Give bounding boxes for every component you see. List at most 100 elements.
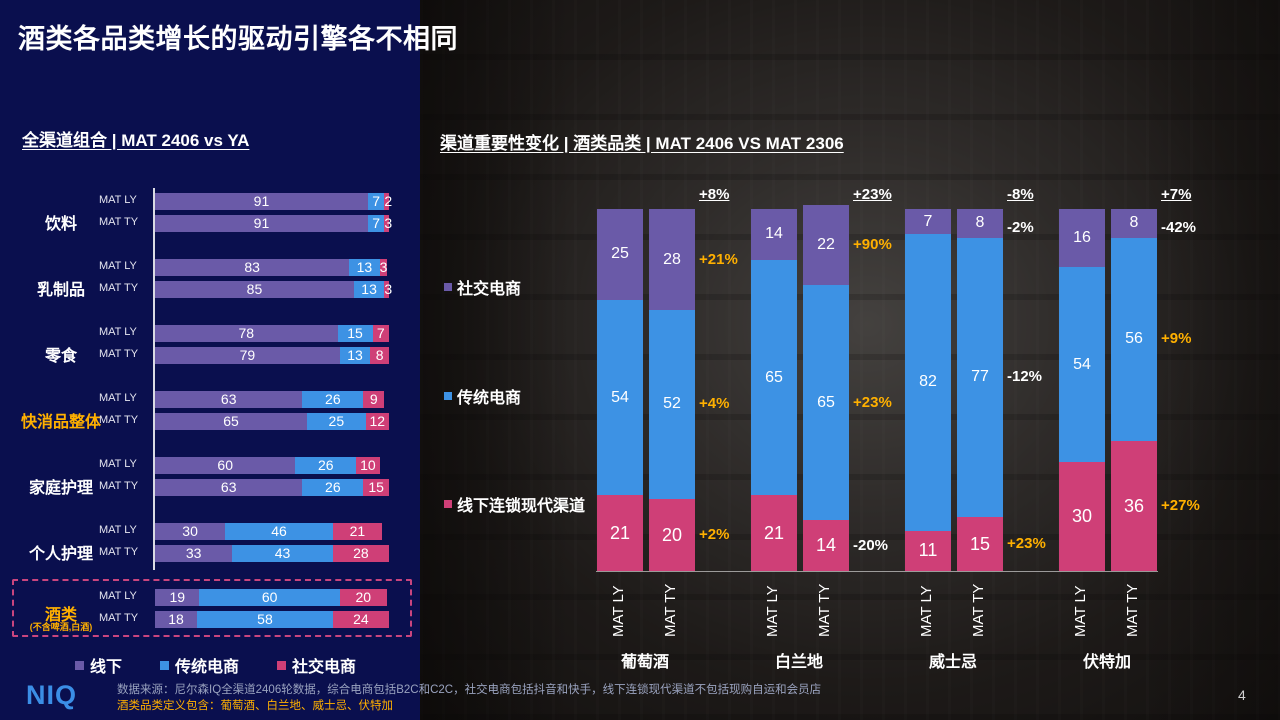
row-label: MAT TY [99,480,139,492]
segment-change-label: +4% [699,395,730,413]
bar-tick-label: MAT TY [662,583,679,637]
total-change-label: +23% [853,186,892,203]
bar-segment: 15 [337,325,373,342]
bar-segment: 28 [649,209,695,311]
category-label: 家庭护理 [28,480,93,497]
right-chart-title: 渠道重要性变化 | 酒类品类 | MAT 2406 VS MAT 2306 [440,134,844,153]
legend-item-offline: 线下 [75,653,122,677]
bar-tick-label: MAT LY [918,585,935,637]
series-text-traditional: 传统电商 [457,390,522,407]
group-label: 威士忌 [928,654,977,671]
bar-segment: 18 [155,611,198,628]
legend-item-traditional: 传统电商 [160,653,239,677]
bar-segment: 60 [155,457,296,474]
bar-segment: 25 [307,413,366,430]
total-change-label: -8% [1007,186,1034,203]
bar-segment: 65 [155,413,308,430]
bar-segment: 28 [332,545,389,562]
bar-segment: 3 [379,259,388,276]
bar-segment: 2 [384,193,393,210]
row-label: MAT LY [99,458,137,470]
series-label-social: 社交电商 [444,275,521,299]
bar-segment: 54 [597,299,643,495]
segment-change-label: +2% [699,525,730,543]
bar-segment: 26 [302,391,364,408]
bar-segment: 56 [1111,237,1157,441]
bar-segment: 79 [155,347,340,364]
bar-segment: 15 [957,516,1003,571]
bar-tick-label: MAT TY [1124,583,1141,637]
series-text-offline: 线下连锁现代渠道 [457,498,586,515]
category-label: 饮料 [44,216,77,233]
bar-segment: 22 [803,205,849,285]
group-label: 伏特加 [1082,654,1131,671]
bar-segment: 21 [332,523,382,540]
row-label: MAT TY [99,216,139,228]
bar-tick-label: MAT TY [970,583,987,637]
bar-segment: 26 [302,479,364,496]
category-label: 个人护理 [28,546,93,563]
bar-tick-label: MAT TY [816,583,833,637]
category-label: 快消品整体 [20,414,101,431]
segment-change-label: +90% [853,236,892,254]
bar-segment: 91 [155,193,368,210]
legend-label-offline: 线下 [90,659,123,676]
bar-segment: 78 [155,325,338,342]
bar-segment: 16 [1059,209,1105,267]
bar-segment: 82 [905,234,951,532]
series-swatch-offline [444,500,452,508]
segment-change-label: -2% [1007,219,1034,237]
left-chart-title: 全渠道组合 | MAT 2406 vs YA [22,131,250,150]
niq-logo: NIQ [26,680,78,710]
series-label-offline: 线下连锁现代渠道 [444,492,585,516]
bar-segment: 54 [1059,266,1105,463]
bar-segment: 30 [1059,462,1105,571]
row-label: MAT TY [99,612,139,624]
page-title: 酒类各品类增长的驱动引擎各不相同 [18,24,458,54]
shelf-shadow-left [420,0,570,720]
bar-segment: 7 [372,325,389,342]
bar-segment: 25 [597,209,643,300]
bar-segment: 8 [370,347,389,364]
bar-segment: 15 [363,479,389,496]
bar-segment: 63 [155,391,303,408]
bar-segment: 65 [751,259,797,495]
bar-segment: 21 [751,494,797,571]
bar-segment: 19 [155,589,200,606]
segment-change-label: +23% [853,393,892,411]
bar-segment: 58 [197,611,333,628]
row-label: MAT LY [99,392,137,404]
legend-swatch-traditional [160,660,169,670]
bar-segment: 65 [803,285,849,521]
bar-segment: 13 [353,281,385,298]
bar-segment: 10 [356,457,380,474]
bar-segment: 52 [649,310,695,499]
legend-item-social: 社交电商 [277,653,356,677]
bar-segment: 3 [384,215,393,232]
bar-segment: 63 [155,479,303,496]
row-label: MAT TY [99,348,139,360]
bar-segment: 21 [597,494,643,571]
bar-segment: 7 [367,215,385,232]
bar-segment: 77 [957,237,1003,517]
category-sublabel: (不含啤酒,白酒) [29,622,93,632]
category-definition: 酒类品类定义包含：葡萄酒、白兰地、威士忌、伏特加 [117,700,393,712]
segment-change-label: +23% [1007,534,1046,552]
total-change-label: +7% [1161,186,1192,203]
bar-segment: 30 [155,523,226,540]
bar-segment: 12 [365,413,389,430]
segment-change-label: -42% [1161,219,1197,237]
row-label: MAT LY [99,326,137,338]
series-swatch-social [444,283,452,291]
bar-segment: 13 [339,347,371,364]
bar-segment: 14 [803,520,849,571]
bar-segment: 36 [1111,440,1157,571]
series-swatch-traditional [444,392,452,400]
legend-swatch-offline [75,660,84,670]
segment-change-label: +9% [1161,330,1192,348]
bar-segment: 60 [199,589,340,606]
bar-segment: 83 [155,259,350,276]
row-label: MAT LY [99,260,137,272]
bar-segment: 8 [957,209,1003,238]
bar-segment: 14 [751,209,797,260]
